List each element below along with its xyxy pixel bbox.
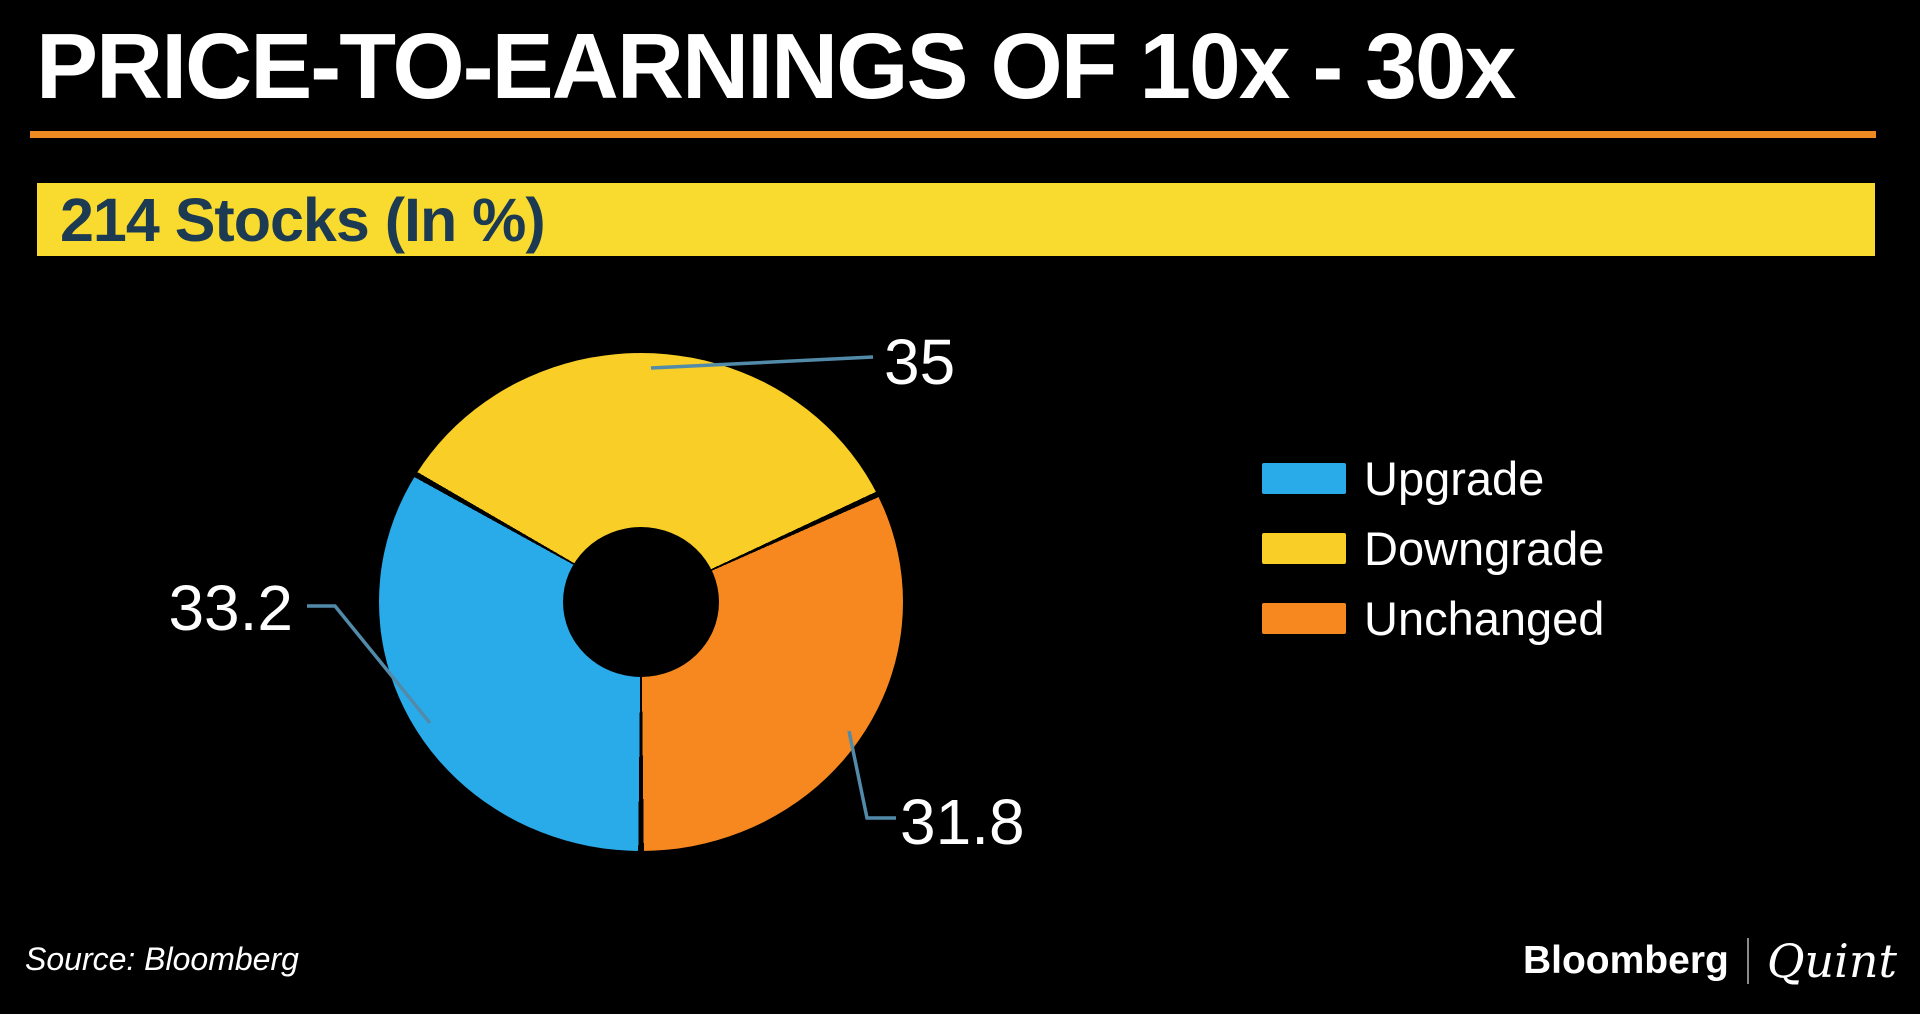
donut-hole (563, 527, 719, 677)
legend-swatch-downgrade (1262, 532, 1346, 564)
legend-item-upgrade: Upgrade (1262, 443, 1604, 513)
brand-logo: Bloomberg Quint (1523, 934, 1897, 988)
value-label-upgrade: 33.2 (168, 572, 293, 644)
legend-swatch-upgrade (1262, 462, 1346, 494)
legend-label-downgrade: Downgrade (1364, 521, 1605, 575)
value-label-downgrade: 35 (884, 326, 956, 398)
title-underline (30, 131, 1876, 138)
quint-logo: Quint (1766, 934, 1897, 988)
source-attribution: Source: Bloomberg (25, 941, 299, 977)
value-label-unchanged: 31.8 (900, 786, 1025, 858)
subtitle-text: 214 Stocks (In %) (60, 185, 546, 254)
bloomberg-logo: Bloomberg (1522, 939, 1729, 982)
legend-label-upgrade: Upgrade (1364, 451, 1545, 505)
chart-legend: Upgrade Downgrade Unchanged (1262, 443, 1604, 653)
legend-item-downgrade: Downgrade (1262, 513, 1604, 583)
legend-label-unchanged: Unchanged (1364, 591, 1605, 645)
page-title: PRICE-TO-EARNINGS OF 10x - 30x (36, 14, 1516, 118)
legend-swatch-unchanged (1262, 602, 1346, 634)
donut-chart (379, 353, 903, 851)
legend-item-unchanged: Unchanged (1262, 583, 1604, 653)
subtitle-banner: 214 Stocks (In %) (37, 183, 1875, 256)
logo-divider (1746, 938, 1749, 984)
